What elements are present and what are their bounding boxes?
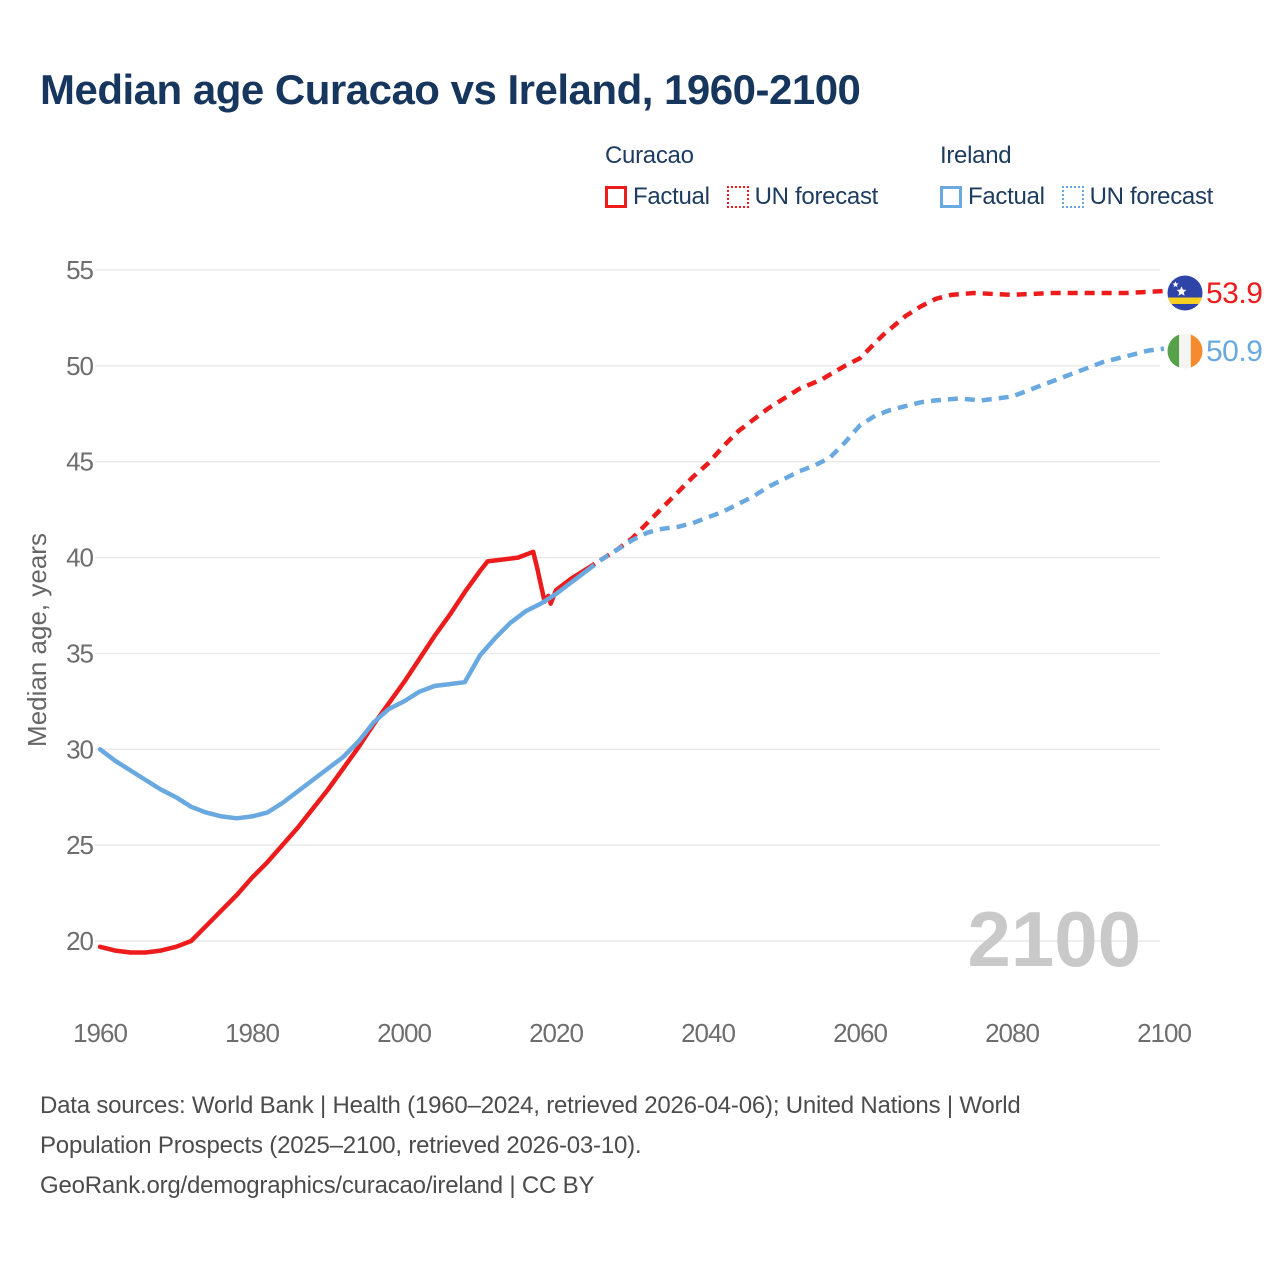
y-axis-tick-labels: 20 25 30 35 40 45 50 55: [66, 255, 94, 956]
ireland-end-value: 50.9: [1206, 335, 1262, 368]
y-tick-label: 30: [66, 734, 93, 764]
x-tick-label: 2060: [833, 1018, 887, 1048]
x-tick-label: 2000: [377, 1018, 431, 1048]
curacao-flag-icon: [1167, 275, 1203, 311]
legend-curacao-header: Curacao: [605, 142, 694, 169]
ireland-factual-swatch-icon: [940, 186, 962, 208]
legend-ireland-items: Factual UN forecast: [940, 183, 1213, 211]
star-shape: [1176, 286, 1187, 296]
x-tick-label: 1960: [73, 1018, 127, 1048]
curacao-un-forecast-line: [585, 288, 1165, 572]
legend-group-curacao: Curacao Factual UN forecast: [605, 142, 878, 211]
legend-label: UN forecast: [1089, 183, 1214, 210]
y-axis-title: Median age, years: [22, 533, 52, 747]
y-tick-label: 50: [66, 351, 93, 381]
ireland-flag-icon: [1167, 333, 1203, 369]
ireland-factual-line: [97, 568, 589, 821]
y-tick-label: 55: [66, 255, 93, 285]
gridlines: [95, 269, 1160, 942]
watermark-year: 2100: [967, 895, 1141, 983]
x-tick-label: 2040: [681, 1018, 735, 1048]
legend-item-curacao-forecast: UN forecast: [726, 183, 879, 211]
legend-label: UN forecast: [754, 183, 879, 210]
footer-data-sources-line1: Data sources: World Bank | Health (1960–…: [40, 1092, 1021, 1119]
legend-ireland-header: Ireland: [940, 142, 1012, 169]
x-tick-label: 1980: [225, 1018, 279, 1048]
legend-item-ireland-factual: Factual: [940, 183, 1045, 211]
y-tick-label: 40: [66, 543, 93, 573]
y-tick-label: 20: [66, 926, 93, 956]
curacao-factual-line: [97, 549, 589, 955]
legend-label: Factual: [633, 183, 710, 210]
footer-data-sources-line2: Population Prospects (2025–2100, retriev…: [40, 1132, 642, 1159]
y-tick-label: 35: [66, 638, 93, 668]
legend-item-ireland-forecast: UN forecast: [1061, 183, 1214, 211]
footer-attribution: GeoRank.org/demographics/curacao/ireland…: [40, 1172, 595, 1199]
ireland-forecast-swatch-icon: [1061, 186, 1084, 208]
y-tick-label: 45: [66, 447, 93, 477]
legend-item-curacao-factual: Factual: [605, 183, 710, 211]
star-shape: [1172, 281, 1179, 288]
ireland-un-forecast-line: [585, 346, 1165, 573]
legend-curacao-items: Factual UN forecast: [605, 183, 878, 211]
chart-title: Median age Curacao vs Ireland, 1960-2100: [40, 66, 861, 113]
curacao-forecast-swatch-icon: [726, 186, 749, 208]
legend-group-ireland: Ireland Factual UN forecast: [940, 142, 1213, 211]
curacao-factual-swatch-icon: [605, 186, 627, 208]
x-tick-label: 2100: [1137, 1018, 1191, 1048]
y-tick-label: 25: [66, 830, 93, 860]
curacao-end-value: 53.9: [1206, 277, 1262, 310]
legend-label: Factual: [968, 183, 1045, 210]
x-axis-tick-labels: 1960 1980 2000 2020 2040 2060 2080 2100: [73, 1018, 1192, 1048]
chart-footer: Data sources: World Bank | Health (1960–…: [40, 1086, 1021, 1206]
x-tick-label: 2080: [985, 1018, 1039, 1048]
x-tick-label: 2020: [529, 1018, 583, 1048]
